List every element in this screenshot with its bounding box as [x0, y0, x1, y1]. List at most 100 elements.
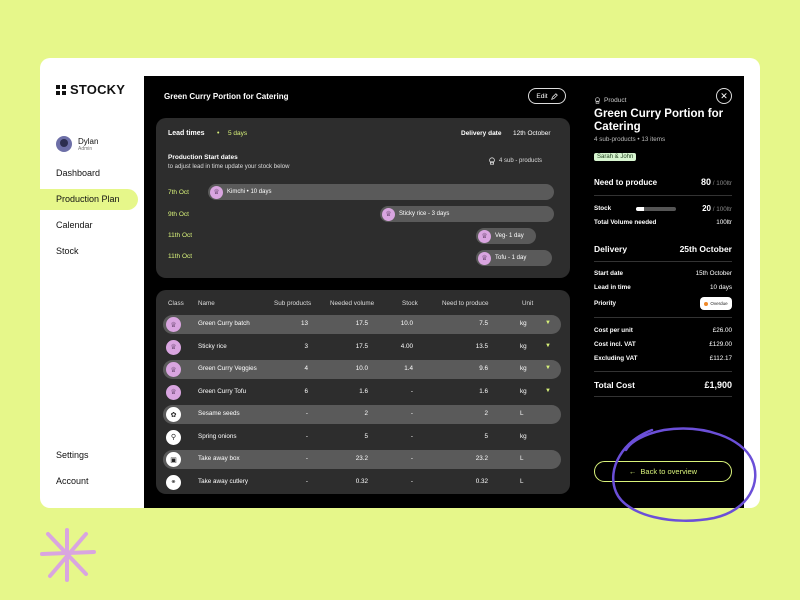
row-needed-volume: 10.0	[355, 365, 368, 372]
chef-hat-icon: ♕	[478, 229, 491, 243]
need-to-produce-label: Need to produce	[594, 178, 658, 187]
chef-hat-icon: ♕	[166, 362, 181, 377]
table-row[interactable]: ♕ Green Curry Tofu 6 1.6 - 1.6 kg ▼	[163, 383, 561, 402]
row-stock: 1.4	[404, 365, 413, 372]
total-cost-value: £1,900	[704, 380, 732, 390]
nav-account[interactable]: Account	[56, 476, 89, 486]
circle-annotation	[611, 427, 757, 522]
lead-in-time-value: 10 days	[709, 284, 732, 291]
nav-calendar[interactable]: Calendar	[56, 220, 93, 230]
user-profile[interactable]: Dylan Admin	[56, 136, 98, 152]
row-name: Green Curry Tofu	[198, 387, 247, 395]
chevron-down-icon[interactable]: ▼	[545, 387, 551, 394]
table-row[interactable]: ✿ Sesame seeds - 2 - 2 L	[163, 405, 561, 424]
product-detail-panel: Product ✕ Green Curry Portion for Cateri…	[584, 76, 744, 508]
row-unit: kg	[520, 387, 527, 395]
divider	[594, 396, 732, 397]
row-need-to-produce: 2	[484, 410, 488, 417]
product-title: Green Curry Portion for Catering	[594, 108, 724, 133]
sparkle-icon	[40, 528, 96, 582]
row-stock: -	[410, 455, 413, 462]
delivery-date-label: Delivery date	[461, 130, 502, 137]
chevron-down-icon[interactable]: ▼	[545, 365, 551, 371]
avatar	[56, 136, 72, 152]
row-name: Green Curry Veggies	[198, 365, 257, 372]
priority-badge: Overdue	[700, 297, 732, 310]
nav-settings[interactable]: Settings	[56, 450, 89, 460]
pencil-icon	[550, 92, 558, 100]
row-sub-products: -	[305, 410, 308, 417]
row-stock: 4.00	[400, 342, 413, 350]
row-stock: -	[410, 387, 413, 395]
product-category: Product	[594, 97, 626, 104]
gantt-date: 11th Oct	[168, 232, 193, 239]
user-role: Admin	[78, 145, 93, 152]
total-volume-label: Total Volume needed	[594, 219, 657, 226]
row-name: Sesame seeds	[198, 410, 240, 417]
start-date-label: Start date	[594, 270, 624, 277]
ingredients-table: Class Name Sub products Needed volume St…	[156, 290, 570, 494]
need-to-produce-value: 80 / 100ltr	[700, 177, 732, 187]
table-row[interactable]: ⚭ Take away cutlery - 0.32 - 0.32 L	[163, 473, 561, 492]
column-header: Sub products	[274, 300, 312, 307]
chef-hat-icon: ♕	[166, 339, 181, 355]
status-dot-icon	[704, 301, 709, 306]
table-row[interactable]: ♕ Sticky rice 3 17.5 4.00 13.5 kg ▼	[163, 338, 561, 357]
edit-button[interactable]: Edit	[528, 88, 566, 104]
assignee-tag: Sarah & John	[594, 153, 637, 161]
row-unit: kg	[520, 342, 527, 350]
chef-hat-icon: ♕	[210, 185, 223, 199]
cutlery-icon: ⚭	[166, 474, 181, 490]
row-need-to-produce: 5	[484, 432, 488, 440]
gantt-bar-veg[interactable]: ♕ Veg- 1 day	[476, 228, 536, 244]
row-needed-volume: 1.6	[359, 387, 368, 395]
column-header: Need to produce	[442, 300, 489, 307]
column-header: Class	[168, 300, 184, 307]
gantt-date: 9th Oct	[168, 211, 189, 218]
nav-production-plan[interactable]: Production Plan	[40, 189, 138, 210]
subproducts-count: 4 sub - products	[488, 157, 542, 165]
lead-times-value: 5 days	[228, 130, 248, 137]
user-name: Dylan	[78, 136, 99, 146]
row-need-to-produce: 0.32	[475, 477, 488, 485]
row-stock: -	[410, 410, 413, 417]
gantt-bar-tofu[interactable]: ♕ Tofu - 1 day	[476, 250, 552, 266]
seed-icon: ✿	[166, 407, 181, 422]
column-header: Stock	[402, 300, 418, 307]
logo-icon	[56, 84, 66, 95]
nav-dashboard[interactable]: Dashboard	[56, 168, 101, 178]
brand-name: STOCKY	[70, 82, 126, 97]
table-row[interactable]: ▣ Take away box - 23.2 - 23.2 L	[163, 450, 561, 469]
table-row[interactable]: ⚲ Spring onions - 5 - 5 kg	[163, 428, 561, 447]
row-need-to-produce: 23.2	[475, 455, 488, 462]
logo: STOCKY	[56, 82, 125, 97]
row-sub-products: -	[305, 477, 308, 485]
main-content: Green Curry Portion for Catering Edit Le…	[144, 76, 744, 508]
row-unit: kg	[520, 365, 527, 372]
row-unit: L	[520, 455, 524, 462]
table-row[interactable]: ♕ Green Curry batch 13 17.5 10.0 7.5 kg ▼	[163, 315, 561, 334]
close-icon[interactable]: ✕	[716, 88, 732, 104]
stock-label: Stock	[594, 205, 612, 212]
divider	[594, 317, 732, 318]
row-stock: -	[410, 432, 413, 440]
back-to-overview-button[interactable]: ← Back to overview	[594, 461, 732, 482]
gantt-bar-kimchi[interactable]: ♕ Kimchi • 10 days	[208, 184, 554, 200]
production-start-subtitle: to adjust lead in time update your stock…	[168, 164, 290, 170]
row-sub-products: 4	[304, 365, 308, 372]
chevron-down-icon[interactable]: ▼	[545, 320, 551, 326]
nav-stock[interactable]: Stock	[56, 246, 79, 256]
chef-hat-icon: ♕	[166, 317, 181, 332]
production-start-title: Production Start dates	[168, 154, 238, 161]
row-unit: kg	[520, 320, 527, 327]
column-header: Name	[198, 300, 215, 307]
edit-button-label: Edit	[536, 92, 548, 100]
chevron-down-icon[interactable]: ▼	[545, 342, 551, 349]
chef-hat-icon: ♕	[166, 384, 181, 400]
priority-label: Priority	[594, 300, 617, 307]
row-unit: L	[520, 410, 524, 417]
table-row[interactable]: ♕ Green Curry Veggies 4 10.0 1.4 9.6 kg ▼	[163, 360, 561, 379]
row-need-to-produce: 1.6	[479, 387, 488, 395]
gantt-bar-sticky-rice[interactable]: ♕ Sticky rice - 3 days	[380, 206, 554, 222]
row-needed-volume: 23.2	[355, 455, 368, 462]
